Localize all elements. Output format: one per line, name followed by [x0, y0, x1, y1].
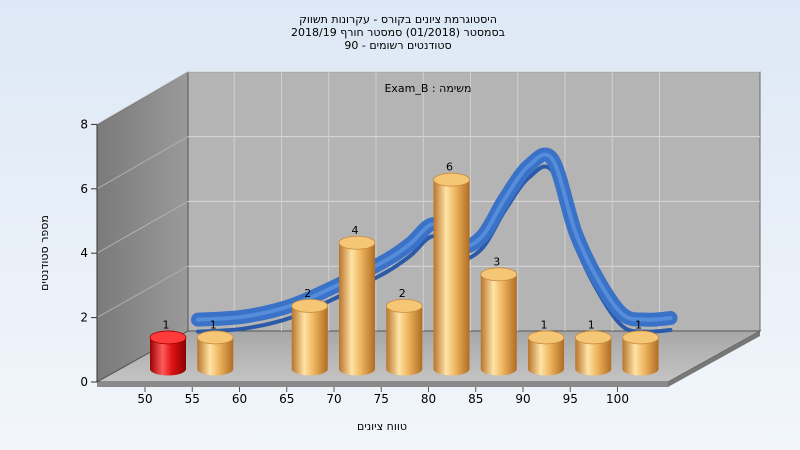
y-axis-title: מספר סטודנטים: [38, 215, 51, 291]
bar-body: [339, 242, 375, 376]
bar: 2: [291, 287, 329, 376]
bar-top: [291, 298, 329, 313]
x-tick-label: 55: [185, 392, 200, 406]
x-tick-label: 70: [326, 392, 341, 406]
bar-top: [527, 330, 565, 345]
bar-body: [386, 305, 423, 376]
bar-body: [291, 305, 328, 376]
floor: [95, 330, 762, 383]
bar-top: [480, 267, 518, 282]
bar: 4: [338, 224, 376, 376]
bar-value-label: 1: [163, 318, 170, 331]
x-tick-label: 75: [374, 392, 389, 406]
x-tick-label: 50: [137, 392, 152, 406]
bar-top: [149, 330, 187, 345]
bar: 1: [196, 318, 234, 376]
bar: 1: [149, 318, 187, 376]
x-tick-label: 65: [279, 392, 294, 406]
bar-value-label: 2: [399, 287, 406, 300]
bar-body: [197, 337, 234, 376]
bar: 1: [527, 318, 565, 376]
y-tick-label: 0: [80, 375, 88, 389]
bar-body: [622, 337, 659, 376]
bar-body: [480, 274, 517, 376]
bar-top: [622, 330, 659, 345]
y-tick-label: 6: [80, 182, 88, 196]
bar-value-label: 3: [493, 255, 500, 268]
chart-title: היסטוגרמת ציונים בקורס - עקרונות תשווק ב…: [291, 13, 505, 52]
bar-top: [338, 235, 376, 250]
bar-top: [433, 172, 470, 187]
chart-title-line-2: בסמסטר (01/2018) סמסטר חורף 2018/19: [291, 26, 505, 39]
bar-value-label: 2: [304, 287, 311, 300]
y-tick-label: 2: [80, 311, 88, 325]
bar-value-label: 1: [635, 318, 642, 331]
bar: 1: [622, 318, 659, 376]
gridline-wall: [96, 71, 189, 125]
bar: 3: [480, 255, 518, 376]
bar-body: [575, 337, 612, 376]
x-axis: 50 55 60 65 70 75 80 85 90 95 100: [137, 387, 629, 406]
y-axis: 0 2 4 6 8: [80, 117, 98, 389]
y-tick-label: 4: [80, 246, 88, 260]
x-tick-label: 95: [563, 392, 578, 406]
bar-value-label: 1: [541, 318, 548, 331]
bar: 6: [433, 161, 470, 376]
x-tick-label: 90: [515, 392, 530, 406]
bar-series: 1 1 2 4 2 6 3 1 1 1: [149, 161, 659, 376]
floor-side-edge: [668, 331, 760, 387]
distribution-line-series: [191, 147, 678, 334]
x-tick-label: 80: [421, 392, 436, 406]
bar-top: [196, 330, 234, 345]
x-tick-label: 85: [468, 392, 483, 406]
bar-value-label: 4: [352, 224, 359, 237]
x-tick-label: 100: [606, 392, 629, 406]
assignment-annotation: משימה : Exam_B: [384, 82, 471, 95]
y-tick-label: 8: [80, 117, 88, 131]
bar: 1: [574, 318, 612, 376]
bar-value-label: 6: [446, 161, 453, 174]
bar-top: [385, 298, 423, 313]
gridlines: [96, 71, 760, 331]
x-tick-label: 60: [232, 392, 247, 406]
gridline-wall: [96, 200, 189, 254]
gridline-wall: [96, 265, 189, 319]
line-ribbon-highlight: [196, 152, 673, 322]
bar-body: [150, 337, 186, 376]
bar: 2: [385, 287, 423, 376]
x-axis-title: טווח ציונים: [357, 420, 407, 433]
bar-body: [433, 179, 470, 376]
floor-front-edge: [97, 382, 668, 387]
chart-title-line-3: סטודנטים רשומים - 90: [344, 39, 451, 52]
bar-top: [574, 330, 612, 345]
bar-value-label: 1: [210, 318, 217, 331]
bar-body: [528, 337, 564, 376]
bar-value-label: 1: [588, 318, 595, 331]
gridline-wall: [96, 136, 189, 190]
chart-title-line-1: היסטוגרמת ציונים בקורס - עקרונות תשווק: [299, 13, 497, 26]
